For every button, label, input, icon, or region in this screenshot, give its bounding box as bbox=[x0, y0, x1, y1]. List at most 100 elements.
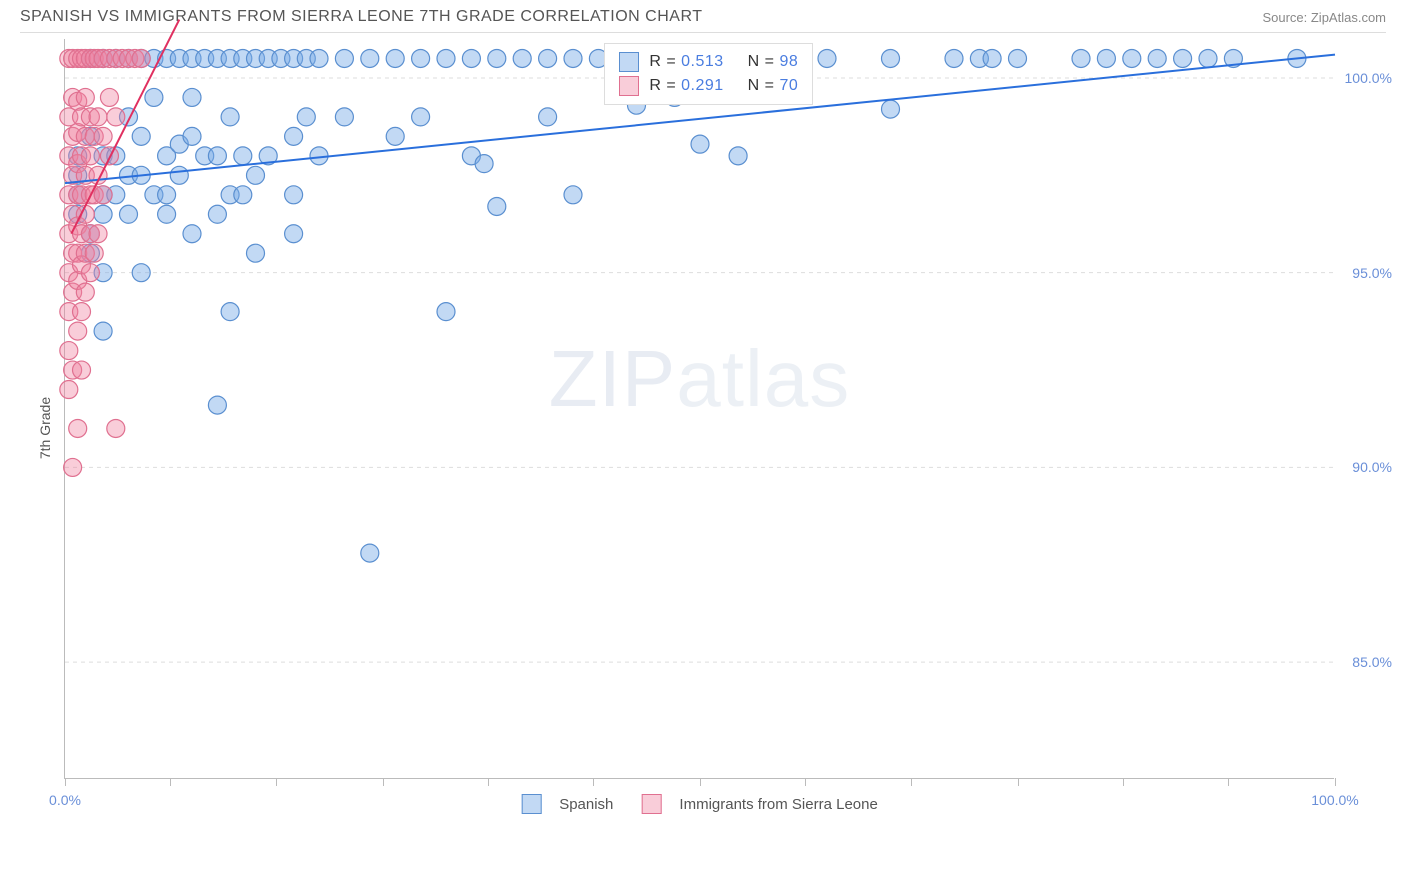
data-point bbox=[1123, 49, 1141, 67]
data-point bbox=[285, 186, 303, 204]
data-point bbox=[475, 155, 493, 173]
data-point bbox=[94, 127, 112, 145]
data-point bbox=[488, 197, 506, 215]
data-point bbox=[462, 49, 480, 67]
data-point bbox=[247, 244, 265, 262]
y-axis-title: 7th Grade bbox=[37, 397, 53, 459]
data-point bbox=[132, 49, 150, 67]
chart-title: SPANISH VS IMMIGRANTS FROM SIERRA LEONE … bbox=[20, 8, 702, 26]
source-label: Source: ZipAtlas.com bbox=[1262, 10, 1386, 25]
legend-label: Immigrants from Sierra Leone bbox=[679, 796, 877, 813]
x-tick bbox=[593, 778, 594, 786]
y-tick-label: 90.0% bbox=[1332, 459, 1392, 475]
data-point bbox=[412, 49, 430, 67]
stats-row: R = 0.291 N = 70 bbox=[619, 74, 798, 98]
data-point bbox=[81, 147, 99, 165]
x-tick bbox=[1018, 778, 1019, 786]
data-point bbox=[107, 419, 125, 437]
data-point bbox=[183, 127, 201, 145]
data-point bbox=[64, 458, 82, 476]
data-point bbox=[1148, 49, 1166, 67]
legend: Spanish Immigrants from Sierra Leone bbox=[521, 794, 878, 814]
legend-item: Spanish bbox=[521, 794, 613, 814]
data-point bbox=[158, 186, 176, 204]
x-tick bbox=[1228, 778, 1229, 786]
x-tick-label: 100.0% bbox=[1311, 792, 1358, 808]
data-point bbox=[564, 186, 582, 204]
data-point bbox=[285, 127, 303, 145]
data-point bbox=[234, 186, 252, 204]
data-point bbox=[513, 49, 531, 67]
x-tick bbox=[805, 778, 806, 786]
data-point bbox=[1097, 49, 1115, 67]
data-point bbox=[539, 49, 557, 67]
data-point bbox=[170, 166, 188, 184]
data-point bbox=[69, 419, 87, 437]
data-point bbox=[208, 147, 226, 165]
data-point bbox=[234, 147, 252, 165]
data-point bbox=[73, 303, 91, 321]
x-tick bbox=[65, 778, 66, 786]
data-point bbox=[983, 49, 1001, 67]
chart-area: 7th Grade ZIPatlas R = 0.513N = 98R = 0.… bbox=[20, 33, 1386, 823]
data-point bbox=[94, 322, 112, 340]
series-swatch bbox=[619, 52, 639, 72]
x-tick bbox=[1335, 778, 1336, 786]
stat-r: R = 0.291 bbox=[649, 77, 723, 95]
data-point bbox=[335, 49, 353, 67]
data-point bbox=[412, 108, 430, 126]
x-tick bbox=[276, 778, 277, 786]
data-point bbox=[94, 186, 112, 204]
data-point bbox=[183, 88, 201, 106]
data-point bbox=[69, 322, 87, 340]
data-point bbox=[183, 225, 201, 243]
data-point bbox=[1009, 49, 1027, 67]
data-point bbox=[386, 127, 404, 145]
x-tick bbox=[170, 778, 171, 786]
data-point bbox=[882, 49, 900, 67]
data-point bbox=[386, 49, 404, 67]
x-tick bbox=[1123, 778, 1124, 786]
legend-swatch bbox=[521, 794, 541, 814]
data-point bbox=[81, 264, 99, 282]
data-point bbox=[691, 135, 709, 153]
data-point bbox=[1199, 49, 1217, 67]
x-tick bbox=[488, 778, 489, 786]
legend-item: Immigrants from Sierra Leone bbox=[641, 794, 877, 814]
stat-n: N = 98 bbox=[748, 53, 799, 71]
data-point bbox=[100, 88, 118, 106]
data-point bbox=[89, 108, 107, 126]
x-tick bbox=[700, 778, 701, 786]
data-point bbox=[76, 283, 94, 301]
data-point bbox=[145, 88, 163, 106]
stat-r: R = 0.513 bbox=[649, 53, 723, 71]
data-point bbox=[539, 108, 557, 126]
x-tick bbox=[383, 778, 384, 786]
stats-box: R = 0.513 N = 98 R = 0.291 N = 70 bbox=[604, 43, 813, 105]
y-tick-label: 100.0% bbox=[1332, 70, 1392, 86]
data-point bbox=[208, 205, 226, 223]
legend-label: Spanish bbox=[559, 796, 613, 813]
data-point bbox=[132, 264, 150, 282]
data-point bbox=[73, 361, 91, 379]
data-point bbox=[361, 49, 379, 67]
x-tick-label: 0.0% bbox=[49, 792, 81, 808]
data-point bbox=[120, 205, 138, 223]
data-point bbox=[335, 108, 353, 126]
data-point bbox=[60, 342, 78, 360]
data-point bbox=[221, 303, 239, 321]
data-point bbox=[89, 225, 107, 243]
data-point bbox=[85, 244, 103, 262]
data-point bbox=[158, 205, 176, 223]
data-point bbox=[310, 49, 328, 67]
plot-svg bbox=[65, 39, 1334, 778]
data-point bbox=[729, 147, 747, 165]
header: SPANISH VS IMMIGRANTS FROM SIERRA LEONE … bbox=[0, 0, 1406, 30]
data-point bbox=[100, 147, 118, 165]
data-point bbox=[107, 108, 125, 126]
y-tick-label: 95.0% bbox=[1332, 265, 1392, 281]
data-point bbox=[132, 127, 150, 145]
stat-n: N = 70 bbox=[748, 77, 799, 95]
data-point bbox=[488, 49, 506, 67]
data-point bbox=[437, 303, 455, 321]
